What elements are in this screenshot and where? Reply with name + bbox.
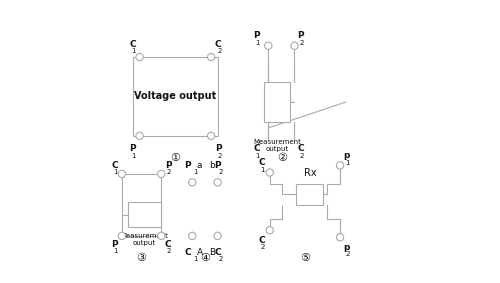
Text: C: C	[298, 144, 304, 153]
Text: 2: 2	[167, 170, 172, 175]
Text: P: P	[215, 144, 222, 153]
Text: ①: ①	[170, 153, 180, 163]
Text: P: P	[184, 161, 191, 170]
Text: b: b	[209, 161, 215, 170]
Text: 1: 1	[345, 160, 350, 166]
Text: P: P	[130, 144, 136, 153]
Circle shape	[214, 232, 222, 239]
Text: C: C	[164, 240, 172, 249]
Circle shape	[136, 132, 143, 140]
Text: 1: 1	[193, 169, 198, 175]
Circle shape	[188, 232, 196, 239]
Text: P: P	[298, 31, 304, 40]
Text: p: p	[343, 243, 349, 252]
Text: C: C	[259, 158, 266, 167]
Text: ④: ④	[200, 253, 210, 263]
Text: 2: 2	[260, 244, 265, 250]
Text: Measurement
output: Measurement output	[120, 233, 168, 246]
Text: 2: 2	[218, 169, 223, 175]
Circle shape	[336, 162, 344, 169]
Text: P: P	[253, 31, 260, 40]
Circle shape	[291, 42, 298, 50]
Circle shape	[118, 170, 126, 177]
Text: P: P	[214, 161, 221, 170]
Text: 1: 1	[131, 153, 136, 158]
Text: C: C	[214, 248, 221, 257]
Text: Voltage output: Voltage output	[134, 91, 216, 101]
Text: C: C	[259, 235, 266, 245]
Text: 2: 2	[300, 153, 304, 158]
Circle shape	[266, 169, 274, 176]
Text: 2: 2	[300, 40, 304, 46]
Circle shape	[208, 132, 215, 140]
Text: 2: 2	[345, 251, 350, 257]
Text: ⑤: ⑤	[300, 253, 310, 263]
Text: C: C	[184, 248, 191, 257]
Text: p: p	[343, 151, 349, 160]
Text: 1: 1	[255, 153, 260, 158]
Text: 1: 1	[260, 167, 265, 173]
Circle shape	[336, 233, 344, 241]
Text: P: P	[112, 240, 118, 249]
Text: C: C	[112, 161, 118, 170]
Text: 1: 1	[113, 248, 117, 254]
Circle shape	[118, 232, 126, 239]
Circle shape	[188, 179, 196, 186]
Text: 2: 2	[218, 256, 223, 262]
Text: P: P	[164, 161, 172, 170]
Bar	[128, 202, 160, 228]
Text: Rx: Rx	[304, 168, 316, 178]
Text: B: B	[209, 248, 216, 257]
Circle shape	[266, 227, 274, 234]
Circle shape	[158, 232, 165, 239]
Text: ③: ③	[136, 253, 146, 263]
Text: 1: 1	[113, 170, 117, 175]
Text: 1: 1	[255, 40, 260, 46]
Text: C: C	[130, 40, 136, 49]
Circle shape	[264, 42, 272, 50]
Text: Measurement
output: Measurement output	[253, 139, 301, 152]
Bar	[133, 57, 218, 136]
Text: 2: 2	[217, 48, 222, 54]
Circle shape	[214, 179, 222, 186]
Text: C: C	[253, 144, 260, 153]
Text: 1: 1	[193, 256, 198, 262]
Text: a: a	[197, 161, 202, 170]
Text: 2: 2	[217, 153, 222, 158]
Text: 1: 1	[131, 48, 136, 54]
Circle shape	[158, 170, 165, 177]
Text: 2: 2	[167, 248, 172, 254]
Text: A: A	[197, 248, 203, 257]
Circle shape	[208, 53, 215, 61]
Bar	[264, 82, 290, 122]
Circle shape	[136, 53, 143, 61]
Bar	[296, 184, 323, 205]
Text: ②: ②	[278, 153, 287, 163]
Text: C: C	[215, 40, 222, 49]
